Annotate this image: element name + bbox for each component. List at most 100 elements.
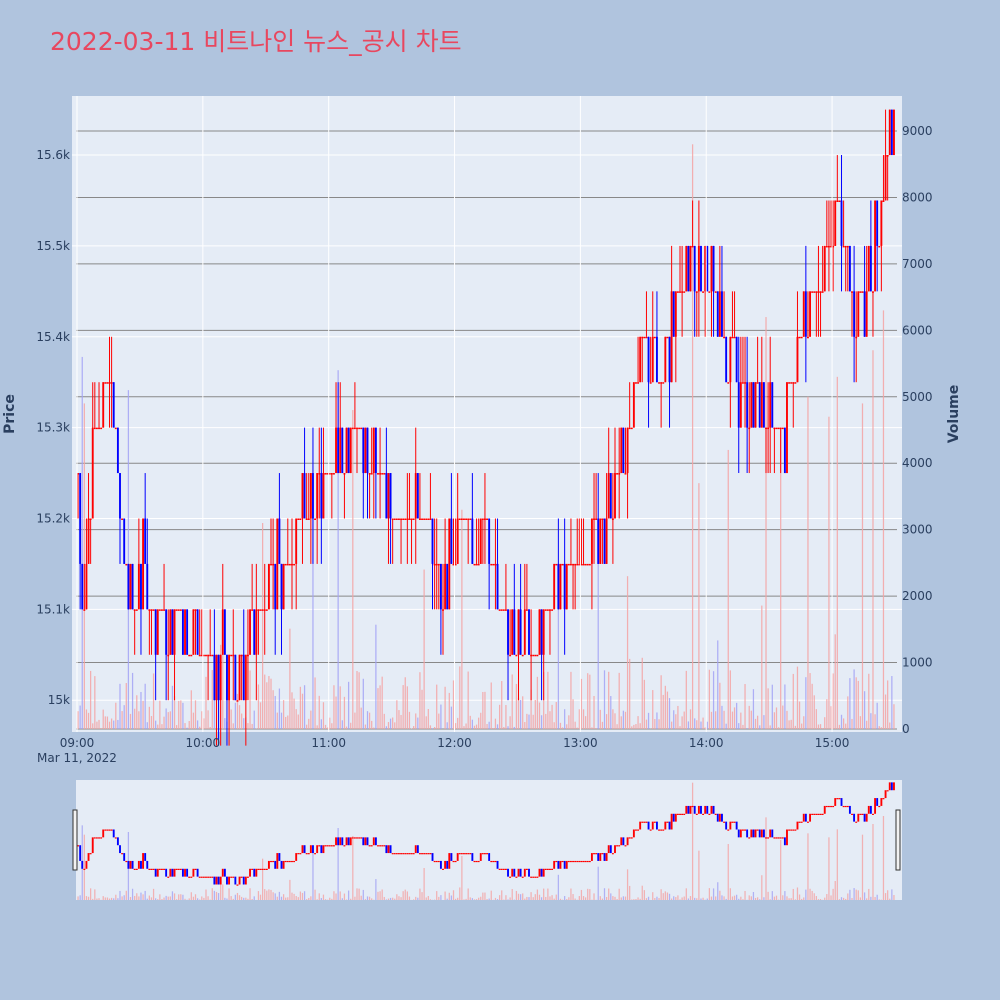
- volume-bar: [413, 726, 415, 729]
- candle: [267, 563, 270, 610]
- range-slider-candle: [630, 837, 633, 839]
- range-slider-candle: [848, 805, 851, 814]
- volume-bar: [876, 702, 878, 729]
- candle: [628, 382, 631, 430]
- candle: [274, 563, 277, 655]
- volume-bar: [104, 716, 106, 729]
- volume-bar: [423, 569, 425, 729]
- range-slider-candle: [246, 876, 249, 878]
- candle: [177, 609, 180, 611]
- range-slider-volume-bar: [626, 869, 629, 900]
- range-slider-candle: [731, 821, 734, 823]
- volume-bar: [480, 712, 482, 729]
- range-slider-volume-bar: [119, 890, 121, 900]
- candle: [230, 654, 233, 657]
- range-slider-candle: [347, 837, 350, 846]
- range-slider-volume-bar: [297, 897, 299, 900]
- range-slider-candle: [278, 853, 281, 861]
- range-slider-volume: [77, 782, 895, 900]
- range-slider-candle: [813, 813, 816, 815]
- range-slider-candle: [121, 853, 124, 855]
- candle: [490, 563, 493, 566]
- candle: [217, 654, 220, 746]
- range-slider-volume-bar: [125, 890, 127, 900]
- range-slider-candle: [607, 845, 610, 854]
- range-slider-volume-bar: [845, 898, 847, 900]
- volume-bar: [127, 390, 130, 729]
- range-slider[interactable]: [72, 780, 902, 900]
- volume-bar: [276, 712, 278, 729]
- range-slider-candle: [299, 853, 302, 855]
- range-slider-left-handle[interactable]: [72, 809, 78, 871]
- candle: [469, 518, 472, 520]
- candle: [544, 609, 547, 611]
- range-slider-candle: [423, 853, 426, 855]
- range-slider-candle: [546, 868, 549, 870]
- main-plot-background[interactable]: [72, 96, 902, 732]
- range-slider-candle: [320, 845, 323, 854]
- range-slider-candle: [872, 813, 874, 815]
- volume-bar: [280, 712, 283, 729]
- range-slider-volume-bar: [467, 888, 469, 900]
- volume-bar: [318, 695, 320, 729]
- range-slider-volume-bar: [549, 896, 551, 900]
- range-slider-candle: [79, 845, 82, 861]
- volume-bar: [773, 712, 776, 729]
- candle: [234, 654, 237, 701]
- candle: [836, 155, 839, 202]
- range-slider-candle: [798, 821, 801, 823]
- volume-bar: [496, 724, 499, 729]
- candle: [890, 109, 893, 156]
- range-slider-volume-bar: [251, 898, 253, 900]
- volume-bar: [354, 712, 356, 729]
- range-slider-candle: [880, 798, 883, 806]
- range-slider-volume-bar: [572, 894, 574, 900]
- volume-bar: [96, 721, 98, 729]
- range-slider-candle: [867, 805, 870, 814]
- volume-bar: [108, 721, 111, 729]
- volume-bar: [880, 727, 882, 729]
- volume-bar: [278, 688, 281, 729]
- range-slider-volume-bar: [259, 894, 262, 900]
- candle: [108, 336, 111, 428]
- range-slider-volume-bar: [708, 888, 711, 900]
- volume-bar: [723, 710, 725, 729]
- range-slider-volume-bar: [750, 896, 752, 900]
- candle: [658, 382, 660, 384]
- volume-bar: [624, 711, 627, 729]
- volume-bar: [891, 676, 893, 729]
- candle: [819, 291, 822, 337]
- range-slider-candle: [796, 821, 799, 830]
- range-slider-volume-bar: [379, 891, 381, 900]
- candle: [756, 336, 759, 384]
- range-slider-candle: [716, 813, 719, 822]
- range-slider-volume-bar: [316, 899, 318, 900]
- range-slider-candle: [326, 845, 329, 847]
- candle: [486, 518, 488, 520]
- range-slider-volume-bar: [301, 892, 304, 900]
- volume-bar: [398, 710, 400, 729]
- candle: [265, 609, 268, 611]
- range-slider-volume-bar: [155, 898, 157, 900]
- range-slider-candle: [500, 868, 503, 870]
- volume-bar: [352, 410, 354, 729]
- range-slider-volume-bar: [106, 897, 109, 900]
- candle: [272, 518, 275, 610]
- volume-bar: [301, 693, 304, 729]
- range-slider-background[interactable]: [76, 780, 902, 900]
- volume-bar: [440, 704, 442, 729]
- candle: [416, 473, 419, 519]
- candle: [559, 563, 562, 610]
- range-slider-right-handle[interactable]: [895, 809, 901, 871]
- volume-bar: [113, 720, 115, 729]
- candle: [98, 382, 100, 430]
- volume-bar: [794, 725, 797, 729]
- range-slider-volume-bar: [494, 897, 497, 900]
- range-slider-volume-bar: [152, 888, 155, 900]
- volume-bar: [771, 684, 773, 729]
- candle: [442, 563, 444, 655]
- range-slider-candle: [517, 868, 520, 877]
- range-slider-candle: [297, 853, 300, 855]
- volume-bar: [859, 716, 862, 729]
